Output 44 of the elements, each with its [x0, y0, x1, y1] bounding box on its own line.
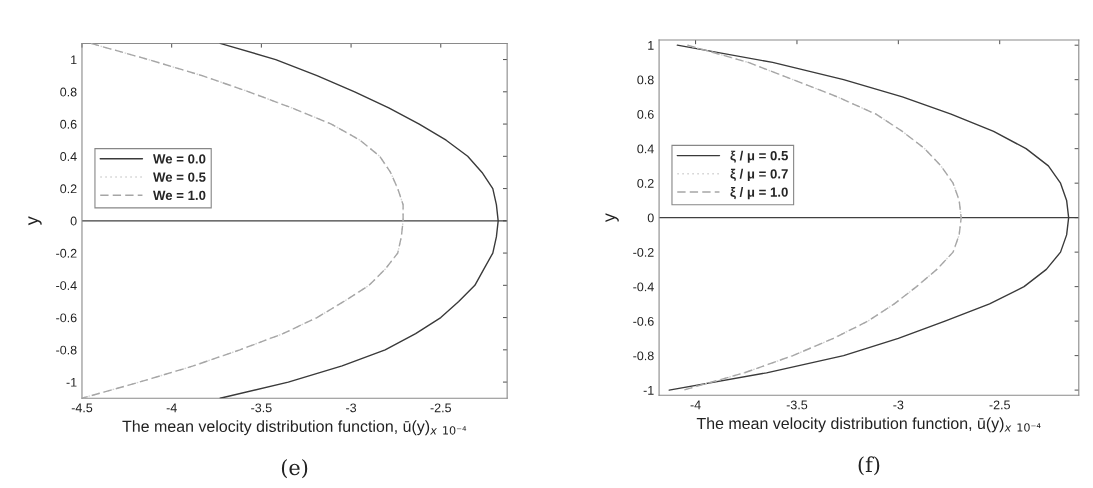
y-tick-label: 0.2 [60, 184, 77, 194]
y-tick-label: 1 [648, 41, 654, 50]
legend-label: ξ / μ = 1.0 [730, 187, 788, 200]
x-tick-label: -4 [166, 403, 177, 413]
x-tick-label: -3.5 [251, 403, 272, 413]
y-tick-label: -0.8 [633, 351, 654, 361]
y-tick-label: 0.6 [637, 109, 654, 119]
y-tick-label: -0.8 [56, 345, 77, 355]
x-tick-label: -4 [690, 400, 701, 410]
y-tick-label: 0.6 [60, 119, 77, 129]
x-tick-label: -3 [893, 400, 904, 410]
text: (f) [858, 456, 880, 476]
x-tick-label: -4.5 [71, 403, 93, 413]
y-tick-label: 0.4 [60, 152, 77, 161]
y-tick-label: 0 [647, 213, 654, 223]
y-tick-label: -0.6 [56, 313, 77, 323]
y-tick-label: -1 [643, 386, 654, 395]
x-tick-label: -3.5 [786, 400, 808, 410]
y-tick-label: 1 [71, 55, 77, 65]
y-tick-label: -0.2 [633, 247, 654, 257]
line-series [682, 44, 962, 391]
legend-label: We = 1.0 [153, 190, 206, 201]
x-tick-label: -3 [346, 403, 357, 413]
y-tick-label: 0.2 [637, 178, 654, 188]
x-tick-label: -2.5 [430, 403, 452, 413]
y-axis-title: y [28, 216, 42, 226]
x-axis-title: The mean velocity distribution function, ū(y)$_{x 10⁻⁴}$ [122, 420, 467, 436]
y-tick-label: -1 [66, 378, 77, 387]
y-tick-label: 0.8 [60, 87, 77, 97]
y-tick-label: 0.8 [637, 75, 654, 85]
y-tick-label: 0.4 [637, 144, 654, 154]
y-tick-label: -0.4 [633, 282, 654, 292]
x-tick-label: -2.5 [989, 400, 1010, 410]
y-tick-label: -0.4 [56, 281, 77, 290]
y-tick-label: 0 [70, 216, 77, 226]
y-tick-label: -0.2 [56, 248, 77, 258]
legend-label: We = 0.0 [153, 154, 206, 164]
x-axis-title: The mean velocity distribution function, ū(y)$_{x 10⁻⁴}$ [696, 417, 1041, 433]
legend-label: ξ / μ = 0.7 [730, 168, 788, 182]
y-axis-title: y [605, 213, 619, 223]
legend-label: We = 0.5 [153, 172, 206, 182]
y-tick-label: -0.6 [633, 316, 654, 326]
text: (e) [281, 459, 308, 479]
legend-label: ξ / μ = 0.5 [730, 150, 788, 163]
